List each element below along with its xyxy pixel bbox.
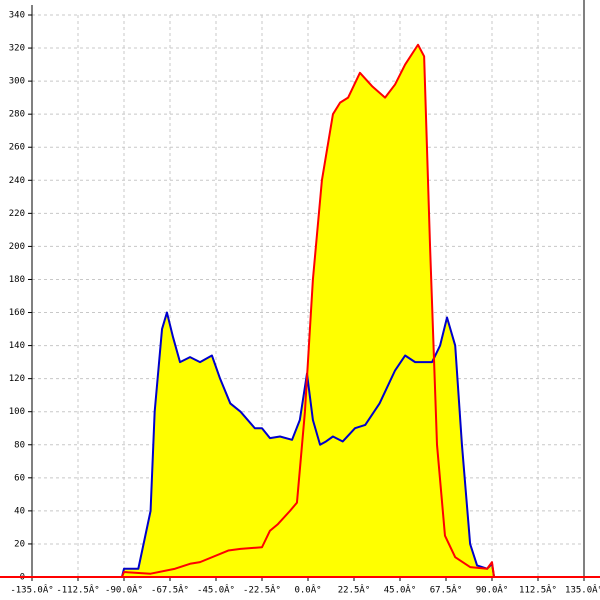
y-tick-label: 60 bbox=[14, 473, 25, 483]
y-tick-label: 100 bbox=[9, 407, 25, 417]
x-tick-label: -67.5Â° bbox=[151, 584, 189, 596]
y-tick-label: 200 bbox=[9, 242, 25, 252]
y-tick-label: 240 bbox=[9, 176, 25, 186]
x-tick-label: 112.5Â° bbox=[519, 584, 557, 596]
x-tick-label: 67.5Â° bbox=[430, 584, 463, 596]
x-tick-label: 135.0Â° bbox=[565, 584, 600, 596]
y-tick-label: 40 bbox=[14, 506, 25, 516]
y-tick-label: 260 bbox=[9, 143, 25, 153]
x-tick-label: -22.5Â° bbox=[243, 584, 281, 596]
x-tick-label: -45.0Â° bbox=[197, 584, 235, 596]
x-tick-label: -135.0Â° bbox=[10, 584, 53, 596]
y-tick-label: 320 bbox=[9, 44, 25, 54]
y-tick-label: 300 bbox=[9, 77, 25, 87]
y-tick-label: 20 bbox=[14, 539, 25, 549]
y-tick-label: 80 bbox=[14, 440, 25, 450]
y-tick-label: 280 bbox=[9, 110, 25, 120]
y-tick-label: 160 bbox=[9, 308, 25, 318]
y-tick-label: 180 bbox=[9, 275, 25, 285]
x-tick-label: 90.0Â° bbox=[476, 584, 509, 596]
y-tick-label: 120 bbox=[9, 374, 25, 384]
x-tick-label: -90.0Â° bbox=[105, 584, 143, 596]
x-tick-label: 45.0Â° bbox=[384, 584, 417, 596]
area bbox=[121, 44, 495, 578]
x-tick-label: 0.0Â° bbox=[294, 584, 321, 596]
x-tick-label: 22.5Â° bbox=[338, 584, 371, 596]
y-tick-label: 220 bbox=[9, 209, 25, 219]
y-tick-label: 340 bbox=[9, 11, 25, 21]
y-tick-label: 140 bbox=[9, 341, 25, 351]
line bbox=[121, 43, 496, 578]
x-tick-label: -112.5Â° bbox=[56, 584, 99, 596]
